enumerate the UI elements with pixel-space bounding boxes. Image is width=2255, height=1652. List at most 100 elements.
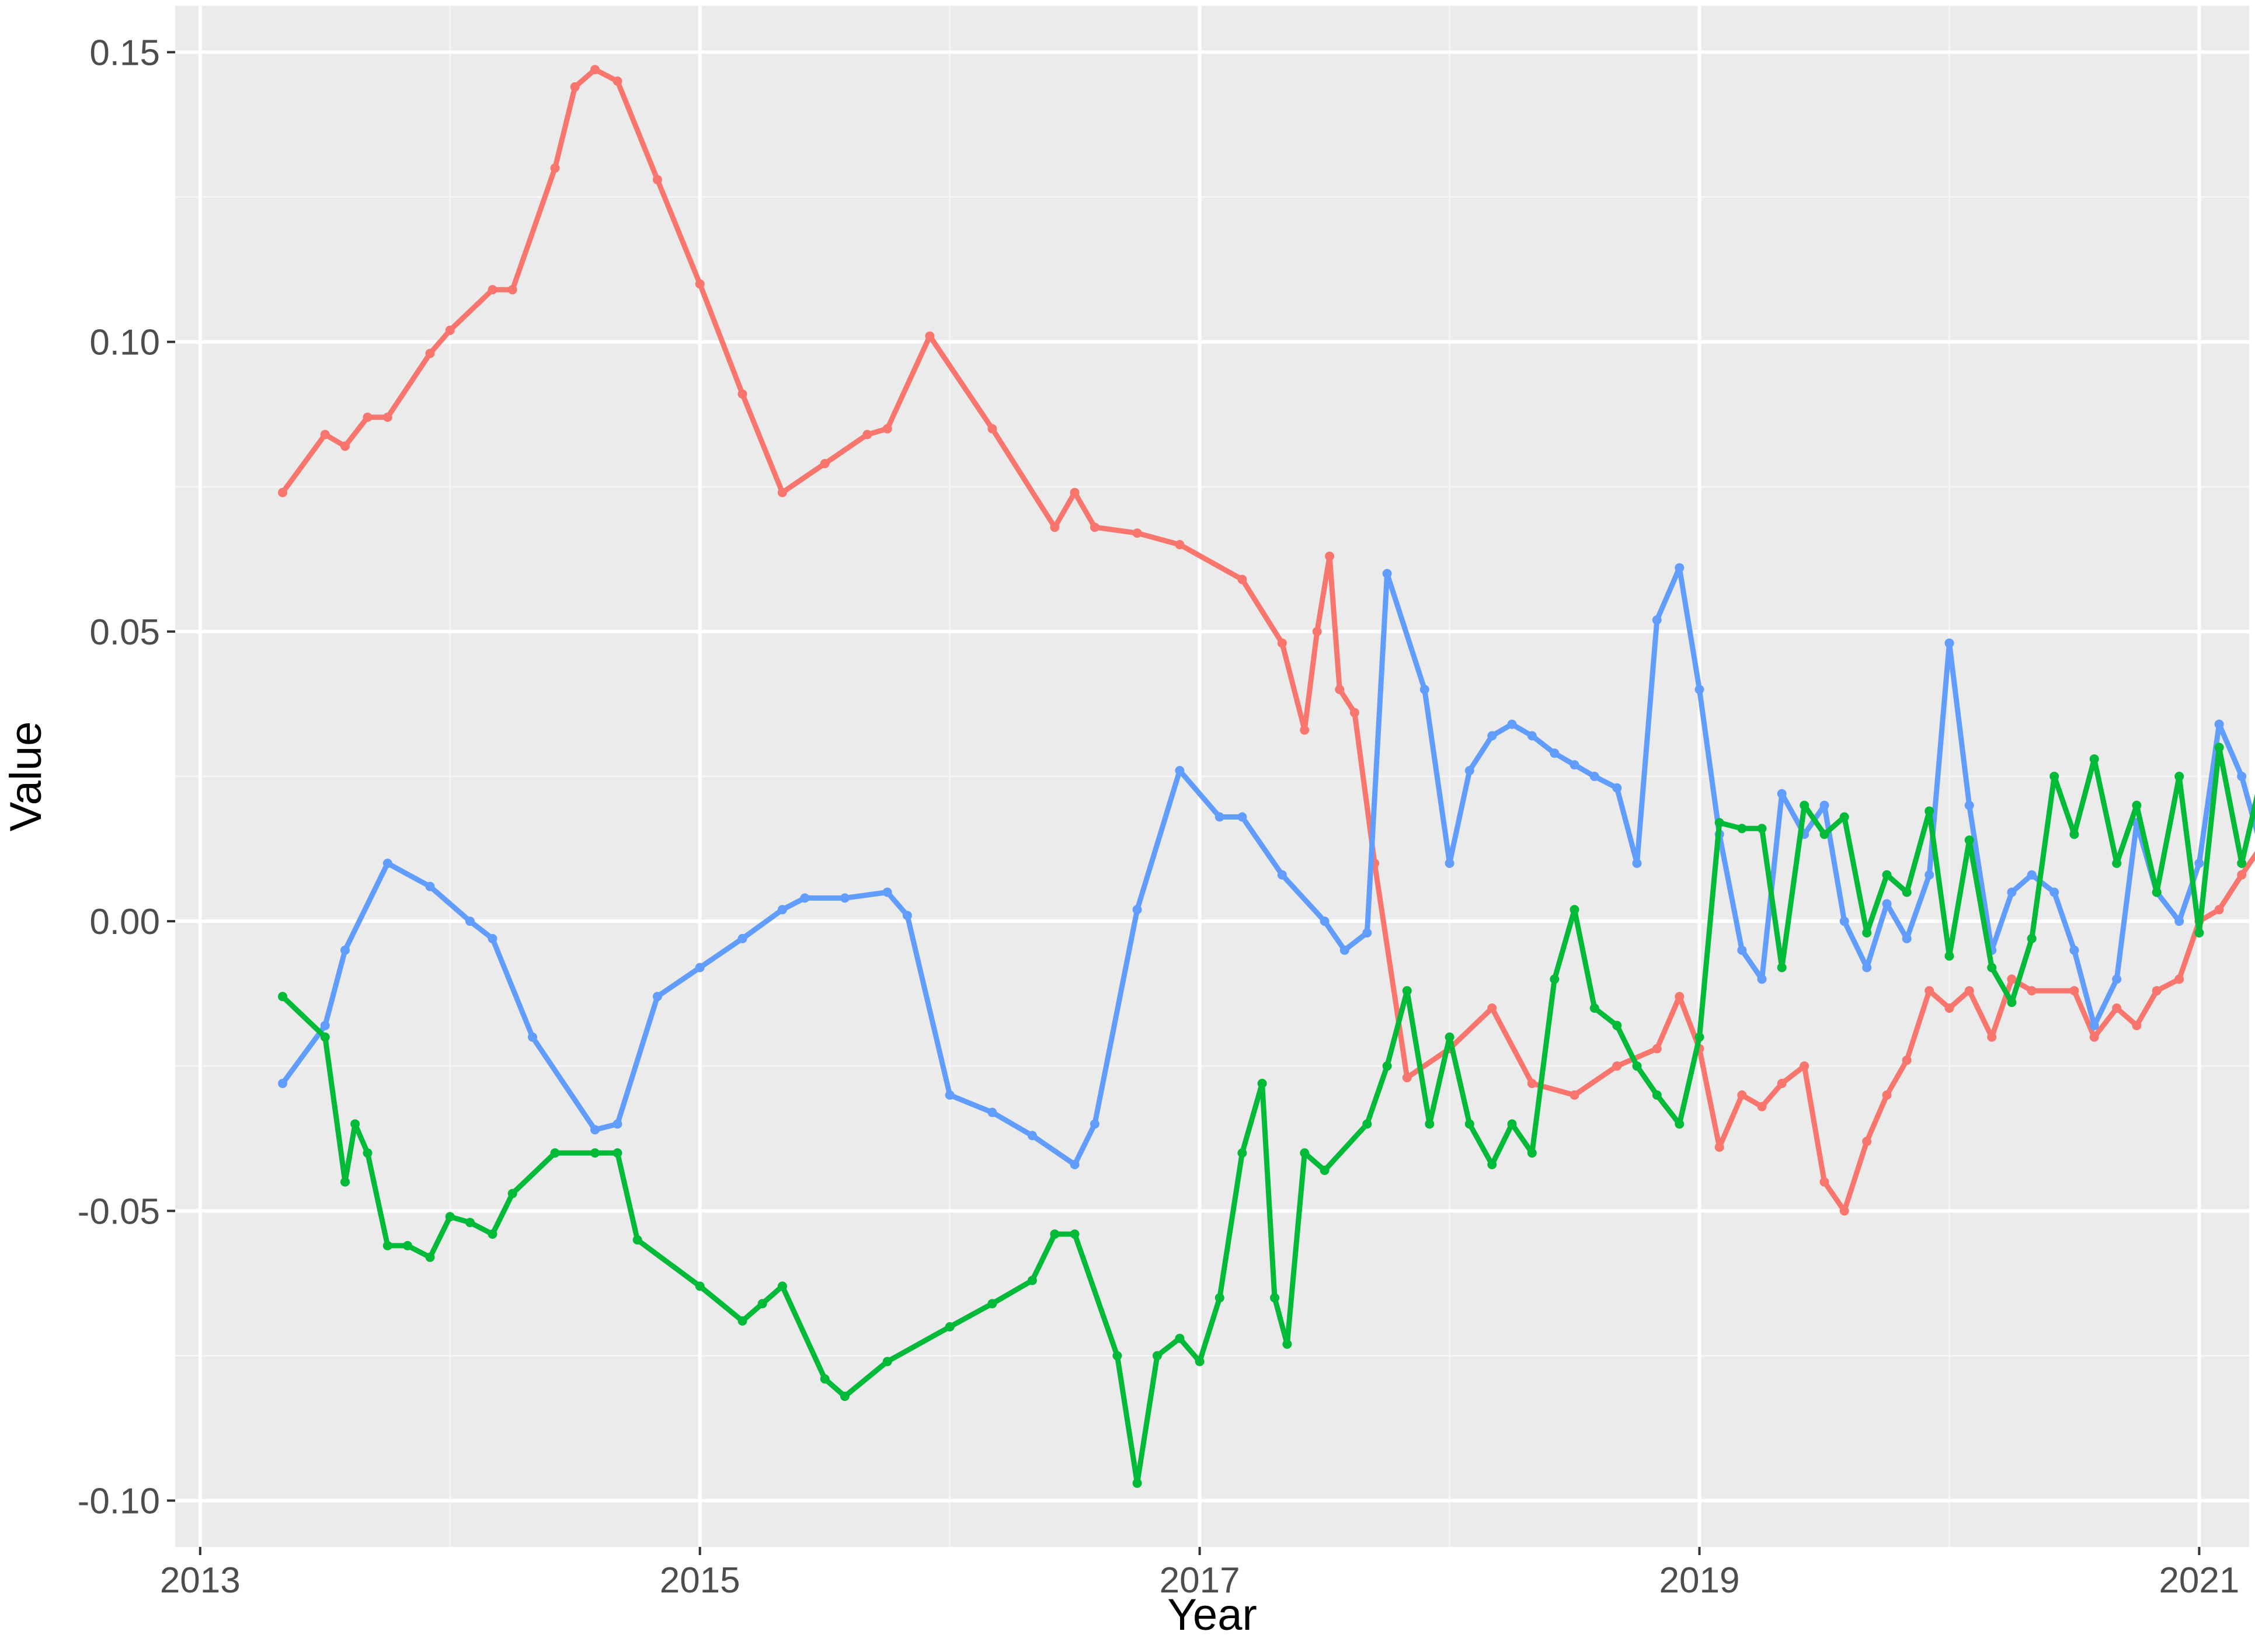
data-point — [1862, 1137, 1872, 1146]
y-tick-label: -0.10 — [78, 1482, 160, 1522]
data-point — [2152, 986, 2162, 996]
data-point — [737, 389, 747, 399]
data-point — [2007, 998, 2017, 1008]
data-point — [2089, 1020, 2099, 1030]
data-point — [1464, 1119, 1474, 1129]
data-point — [2194, 928, 2204, 937]
data-point — [445, 1212, 455, 1222]
data-point — [1237, 1148, 1247, 1158]
data-point — [1675, 563, 1685, 573]
data-point — [2132, 1020, 2142, 1030]
data-point — [2214, 719, 2224, 729]
data-point — [1132, 528, 1142, 538]
data-point — [590, 1148, 600, 1158]
data-point — [820, 1374, 830, 1384]
data-point — [1777, 789, 1787, 799]
data-point — [320, 1020, 330, 1030]
data-point — [1112, 1351, 1122, 1361]
data-point — [1550, 974, 1560, 984]
data-point — [2049, 887, 2059, 897]
data-point — [777, 1281, 787, 1291]
data-point — [2174, 916, 2184, 926]
data-point — [1325, 551, 1335, 561]
x-axis-ticks: 2013 2015 2017 2019 2021 — [160, 1547, 2239, 1601]
x-tick-label: 2013 — [160, 1560, 241, 1601]
data-point — [1175, 540, 1185, 549]
y-axis-title: Value — [1, 722, 51, 832]
data-point — [320, 1032, 330, 1042]
data-point — [350, 1119, 360, 1129]
data-point — [1215, 1293, 1224, 1303]
data-point — [1839, 812, 1849, 822]
y-tick-label: -0.05 — [78, 1191, 160, 1232]
data-point — [2069, 945, 2079, 955]
data-point — [2027, 870, 2037, 880]
data-point — [1070, 1160, 1080, 1169]
data-point — [2214, 905, 2224, 915]
data-point — [1195, 1357, 1205, 1367]
data-point — [2237, 870, 2247, 880]
data-point — [1445, 1032, 1454, 1042]
data-point — [800, 893, 810, 903]
data-point — [1632, 858, 1642, 868]
data-point — [1175, 766, 1185, 776]
data-point — [2112, 858, 2122, 868]
data-point — [1257, 1079, 1267, 1088]
data-point — [2049, 772, 2059, 781]
data-point — [1819, 800, 1829, 810]
data-point — [1382, 1061, 1392, 1071]
data-point — [1050, 1229, 1060, 1239]
data-point — [1944, 951, 1954, 961]
data-point — [1027, 1275, 1037, 1285]
series-2 — [278, 563, 2255, 1169]
data-point — [1964, 986, 1974, 996]
data-point — [1362, 1119, 1372, 1129]
data-point — [1902, 933, 1912, 943]
data-point — [1464, 766, 1474, 776]
data-point — [632, 1235, 642, 1245]
data-point — [820, 459, 830, 469]
data-point — [2237, 772, 2247, 781]
data-point — [652, 992, 662, 1002]
x-axis-title: Year — [1167, 1590, 1257, 1640]
data-point — [1757, 974, 1767, 984]
x-tick-label: 2019 — [1659, 1560, 1740, 1601]
data-point — [507, 285, 517, 295]
data-point — [488, 285, 497, 295]
data-point — [1964, 835, 1974, 845]
data-point — [1902, 887, 1912, 897]
data-point — [1800, 800, 1809, 810]
data-point — [1550, 748, 1560, 758]
data-point — [987, 1107, 997, 1117]
data-point — [1694, 685, 1704, 695]
data-point — [1652, 1044, 1662, 1054]
data-point — [382, 1240, 392, 1250]
data-point — [1570, 905, 1579, 915]
data-point — [613, 1119, 622, 1129]
data-point — [2152, 887, 2162, 897]
data-point — [1237, 812, 1247, 822]
data-point — [1987, 1032, 1997, 1042]
data-point — [1819, 830, 1829, 839]
data-point — [488, 933, 497, 943]
data-point — [2174, 772, 2184, 781]
data-point — [777, 905, 787, 915]
data-point — [652, 175, 662, 184]
y-tick-label: 0.05 — [89, 612, 160, 653]
data-point — [945, 1090, 955, 1100]
data-point — [340, 441, 350, 451]
data-point — [1300, 1148, 1310, 1158]
data-point — [613, 1148, 622, 1158]
data-point — [1612, 1020, 1622, 1030]
data-point — [590, 65, 600, 75]
data-point — [695, 1281, 705, 1291]
data-point — [1777, 1079, 1787, 1088]
data-point — [1277, 638, 1287, 648]
data-point — [488, 1229, 497, 1239]
data-point — [1714, 818, 1724, 828]
data-point — [1320, 916, 1330, 926]
series-1 — [278, 65, 2255, 1216]
data-point — [902, 911, 912, 921]
data-point — [1819, 1177, 1829, 1187]
